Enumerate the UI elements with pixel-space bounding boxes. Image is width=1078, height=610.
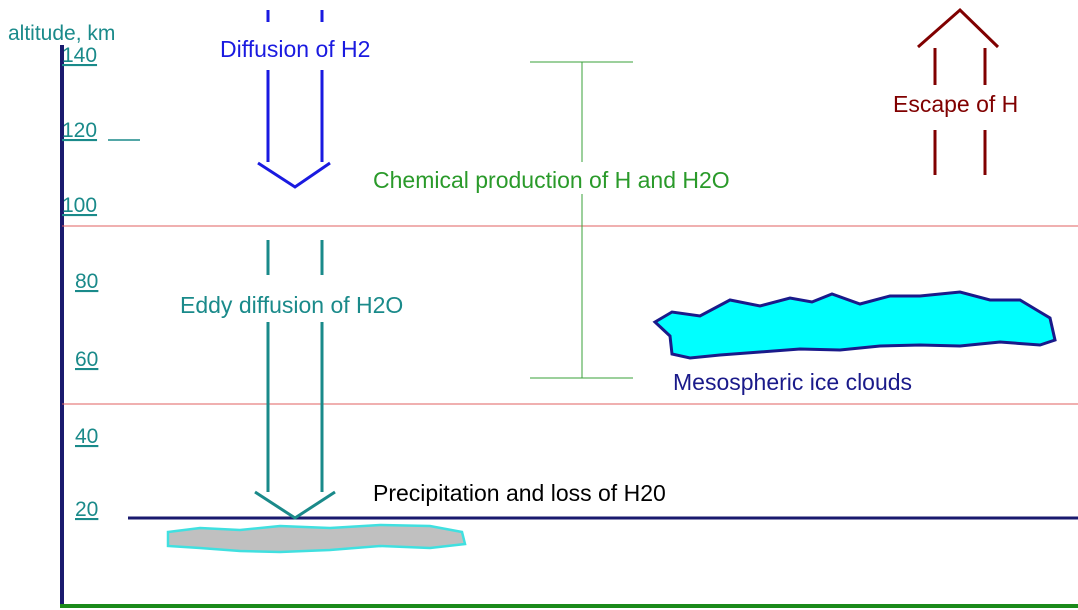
- eddy-arrow: [254, 240, 336, 520]
- tick-label: 80: [75, 270, 98, 293]
- escape-label: Escape of H: [893, 91, 1018, 117]
- precipitation-label: Precipitation and loss of H20: [373, 480, 666, 506]
- escape-arrow: [917, 7, 1000, 175]
- ice-cloud: [652, 290, 1057, 360]
- tick-label: 40: [75, 425, 98, 448]
- eddy-label: Eddy diffusion of H2O: [180, 292, 403, 318]
- axis-label: altitude, km: [8, 22, 115, 45]
- chemical-bracket: [530, 61, 633, 379]
- diffusion-label: Diffusion of H2: [220, 36, 370, 62]
- tick-label: 100: [62, 194, 97, 217]
- chemical-label: Chemical production of H and H2O: [373, 167, 730, 193]
- ice-clouds-label: Mesospheric ice clouds: [673, 369, 912, 395]
- tick-label: 60: [75, 348, 98, 371]
- diffusion-arrow: [257, 10, 331, 189]
- tick-label: 120: [62, 119, 97, 142]
- cloud: [166, 523, 467, 554]
- label-background: [372, 162, 892, 194]
- tick-label: 20: [75, 498, 98, 521]
- tick-label: 140: [62, 44, 97, 67]
